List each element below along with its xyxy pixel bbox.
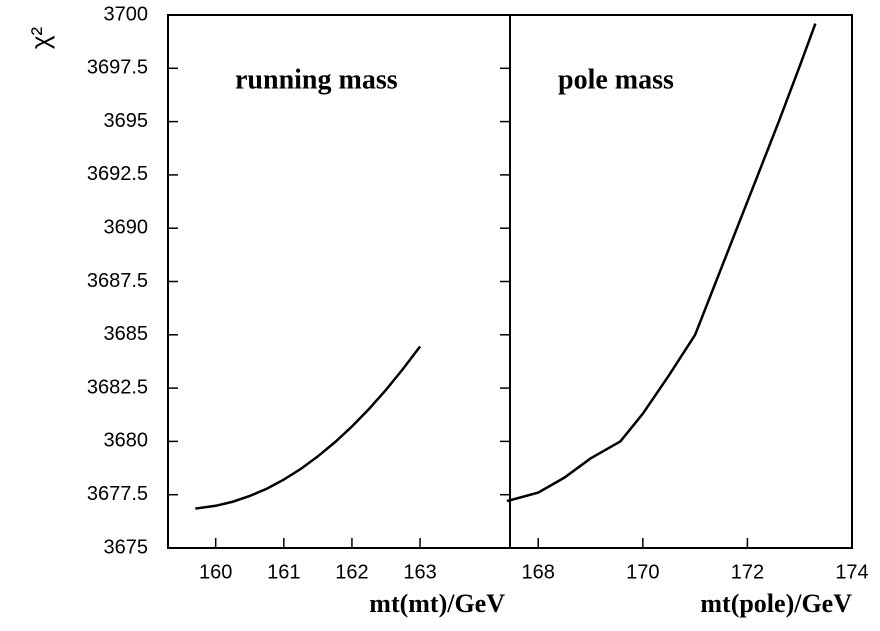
x-tick-label: 161 [267,561,300,583]
x-axis-label: mt(mt)/GeV [369,589,505,618]
x-tick-label: 168 [522,561,555,583]
data-line [506,23,817,503]
x-tick-label: 160 [199,561,232,583]
y-tick-label: 3682.5 [87,376,148,398]
y-tick-label: 3695 [104,110,149,132]
y-tick-label: 3677.5 [87,483,148,505]
x-axis-label: mt(pole)/GeV [700,589,852,618]
annotation: running mass [235,64,398,95]
x-tick-label: 172 [731,561,764,583]
x-tick-label: 170 [626,561,659,583]
y-tick-label: 3687.5 [87,270,148,292]
y-tick-label: 3697.5 [87,57,148,79]
x-tick-label: 174 [835,561,868,583]
x-tick-label: 162 [335,561,368,583]
y-tick-label: 3675 [104,536,149,558]
plot-frame [509,14,853,549]
y-tick-label: 3690 [104,216,149,238]
y-tick-label: 3700 [104,3,149,25]
y-tick-label: 3692.5 [87,163,148,185]
y-axis-label: χ² [25,27,55,50]
y-tick-label: 3680 [104,430,149,452]
data-line [195,345,422,510]
annotation: pole mass [558,64,674,95]
x-tick-label: 163 [403,561,436,583]
y-tick-label: 3685 [104,323,149,345]
